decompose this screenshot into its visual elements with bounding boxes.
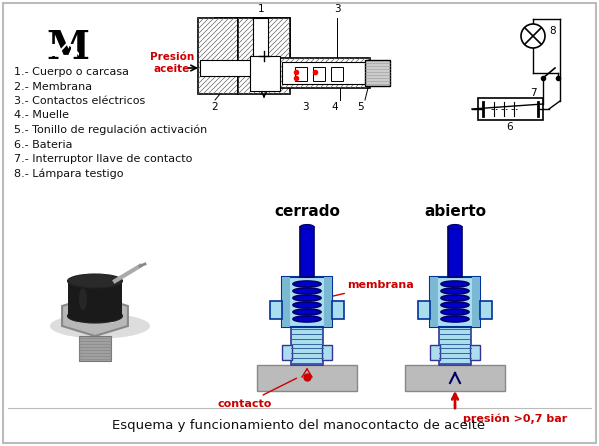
- Text: contacto: contacto: [218, 378, 297, 409]
- Ellipse shape: [441, 288, 469, 294]
- Ellipse shape: [293, 281, 321, 287]
- Bar: [215, 18, 290, 56]
- Bar: [448, 227, 462, 277]
- Text: 3: 3: [334, 4, 340, 14]
- Ellipse shape: [441, 295, 469, 301]
- Bar: [280, 58, 370, 88]
- Text: 6: 6: [507, 122, 513, 132]
- Bar: [79, 336, 111, 361]
- Text: 3: 3: [302, 102, 308, 112]
- Bar: [253, 18, 268, 56]
- Ellipse shape: [79, 288, 87, 310]
- Text: 2.- Membrana: 2.- Membrana: [14, 82, 92, 91]
- Bar: [430, 277, 438, 327]
- Bar: [198, 18, 238, 94]
- Ellipse shape: [293, 316, 321, 322]
- Bar: [313, 67, 325, 81]
- Ellipse shape: [300, 224, 314, 230]
- Bar: [480, 301, 492, 319]
- Ellipse shape: [293, 295, 321, 301]
- Ellipse shape: [441, 281, 469, 287]
- Polygon shape: [57, 41, 79, 56]
- Bar: [71, 44, 76, 56]
- Bar: [238, 18, 290, 94]
- Text: Esquema y funcionamiento del manocontacto de aceite: Esquema y funcionamiento del manocontact…: [113, 420, 486, 433]
- Ellipse shape: [441, 309, 469, 315]
- Bar: [331, 67, 343, 81]
- Bar: [270, 301, 282, 319]
- Text: 2: 2: [211, 102, 218, 112]
- Ellipse shape: [68, 309, 123, 323]
- Text: cerrado: cerrado: [274, 203, 340, 219]
- Bar: [282, 277, 290, 327]
- Bar: [365, 60, 390, 86]
- Text: 5.- Tonillo de regulación activación: 5.- Tonillo de regulación activación: [14, 125, 207, 135]
- Bar: [430, 345, 440, 360]
- Text: membrana: membrana: [332, 280, 414, 297]
- Ellipse shape: [293, 288, 321, 294]
- Bar: [322, 345, 332, 360]
- Bar: [257, 365, 357, 391]
- Bar: [295, 67, 307, 81]
- Bar: [324, 277, 332, 327]
- Bar: [470, 345, 480, 360]
- Bar: [282, 277, 332, 327]
- Bar: [332, 301, 344, 319]
- Text: abierto: abierto: [424, 203, 486, 219]
- Text: 7: 7: [530, 88, 536, 98]
- Bar: [77, 307, 113, 323]
- Text: 1.- Cuerpo o carcasa: 1.- Cuerpo o carcasa: [14, 67, 129, 77]
- Text: 8: 8: [549, 26, 556, 36]
- Bar: [439, 327, 471, 365]
- Bar: [430, 277, 480, 327]
- Bar: [250, 56, 280, 91]
- Bar: [472, 277, 480, 327]
- Text: presión >0,7 bar: presión >0,7 bar: [463, 413, 567, 424]
- Bar: [405, 365, 505, 391]
- Bar: [52, 44, 57, 56]
- Bar: [418, 301, 430, 319]
- Text: 1: 1: [258, 4, 264, 14]
- Text: Presión
aceite: Presión aceite: [150, 52, 194, 74]
- Ellipse shape: [448, 224, 462, 230]
- Bar: [200, 60, 255, 76]
- Bar: [478, 98, 543, 120]
- Polygon shape: [62, 296, 128, 336]
- Text: 3.- Contactos eléctricos: 3.- Contactos eléctricos: [14, 96, 145, 106]
- Bar: [282, 62, 367, 84]
- Ellipse shape: [293, 309, 321, 315]
- Bar: [291, 327, 323, 365]
- Text: 6.- Bateria: 6.- Bateria: [14, 140, 72, 149]
- Bar: [300, 227, 314, 277]
- Text: 8.- Lámpara testigo: 8.- Lámpara testigo: [14, 168, 123, 179]
- Text: 5: 5: [356, 102, 364, 112]
- Text: M: M: [47, 29, 90, 67]
- Ellipse shape: [293, 302, 321, 308]
- Ellipse shape: [441, 316, 469, 322]
- Text: 4.- Muelle: 4.- Muelle: [14, 111, 69, 120]
- Bar: [282, 345, 292, 360]
- Ellipse shape: [441, 302, 469, 308]
- Ellipse shape: [68, 274, 123, 288]
- Text: 4: 4: [332, 102, 338, 112]
- Circle shape: [521, 24, 545, 48]
- Ellipse shape: [50, 314, 150, 339]
- Bar: [68, 281, 122, 316]
- Text: 7.- Interruptor llave de contacto: 7.- Interruptor llave de contacto: [14, 154, 192, 164]
